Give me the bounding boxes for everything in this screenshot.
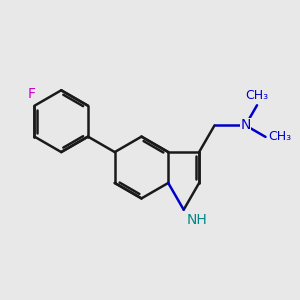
Text: CH₃: CH₃ — [268, 130, 292, 143]
Text: F: F — [28, 87, 35, 100]
Text: CH₃: CH₃ — [245, 89, 268, 102]
Text: N: N — [240, 118, 250, 132]
Text: NH: NH — [187, 213, 207, 226]
